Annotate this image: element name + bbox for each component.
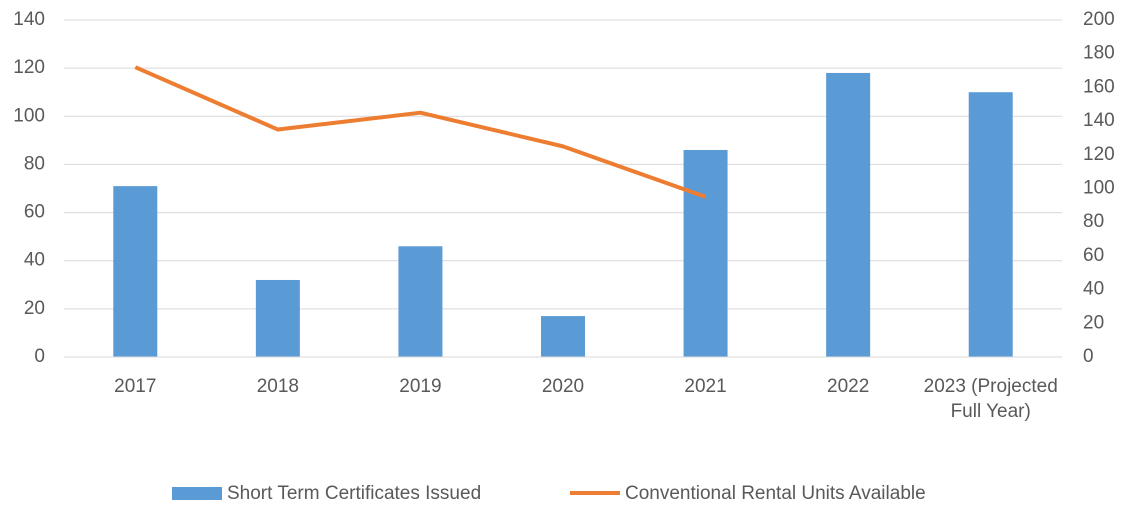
legend-swatch xyxy=(172,487,222,500)
y2-tick-label: 140 xyxy=(1083,110,1115,131)
y2-tick-label: 100 xyxy=(1083,178,1115,199)
y-tick-label: 40 xyxy=(24,250,45,271)
line xyxy=(134,65,707,199)
bar xyxy=(541,316,585,357)
y2-tick-label: 60 xyxy=(1083,245,1104,266)
y2-tick-label: 120 xyxy=(1083,144,1115,165)
y2-tick-label: 20 xyxy=(1083,312,1104,333)
x-tick-label: 2020 xyxy=(541,376,585,397)
y-tick-label: 0 xyxy=(34,346,45,367)
y-tick-label: 120 xyxy=(13,57,45,78)
x-tick-label: 2017 xyxy=(114,376,157,397)
bar xyxy=(826,72,871,357)
y-tick-label: 140 xyxy=(13,9,45,30)
y2-tick-label: 200 xyxy=(1083,9,1115,30)
bar xyxy=(255,279,300,357)
y2-tick-label: 80 xyxy=(1083,211,1104,232)
bar xyxy=(683,149,728,357)
x-tick-label: 2019 xyxy=(399,376,442,397)
bar xyxy=(398,246,443,357)
x-tick-label: 2021 xyxy=(684,376,727,397)
x-tick-label: 2022 xyxy=(827,376,870,397)
bar xyxy=(968,92,1013,357)
y-tick-label: 20 xyxy=(24,298,45,319)
y2-tick-label: 160 xyxy=(1083,76,1115,97)
y2-tick-label: 180 xyxy=(1083,43,1115,64)
y-tick-label: 100 xyxy=(13,105,45,126)
legend-label: Short Term Certificates Issued xyxy=(227,483,481,504)
y2-tick-label: 0 xyxy=(1083,346,1094,367)
y-tick-label: 60 xyxy=(24,202,45,223)
x-tick-label: 2018 xyxy=(256,376,299,397)
y-tick-label: 80 xyxy=(24,153,45,174)
bar xyxy=(113,186,158,357)
y2-tick-label: 40 xyxy=(1083,279,1104,300)
legend-label: Conventional Rental Units Available xyxy=(625,483,926,504)
x-tick-label: 2023 (Projected Full Year) xyxy=(923,376,1058,422)
